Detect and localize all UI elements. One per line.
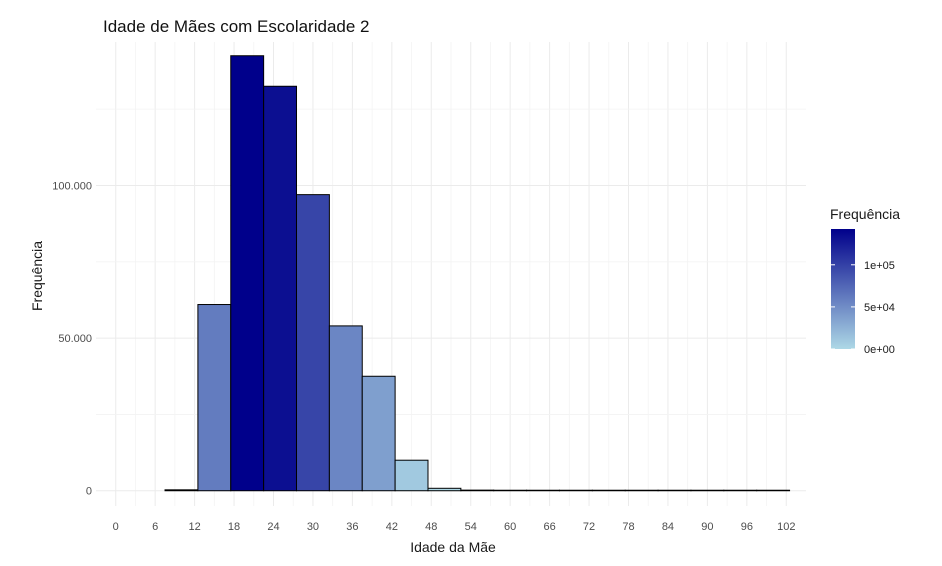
x-tick-label: 48: [425, 521, 437, 533]
x-tick-label: 54: [465, 521, 477, 533]
x-tick-label: 6: [152, 521, 158, 533]
x-tick-label: 24: [267, 521, 279, 533]
x-tick-label: 60: [504, 521, 516, 533]
histogram-bar: [263, 85, 298, 492]
x-tick-label: 72: [583, 521, 595, 533]
x-tick-label: 78: [622, 521, 634, 533]
x-tick-label: 96: [741, 521, 753, 533]
histogram-bar: [197, 304, 232, 492]
histogram-bar: [591, 489, 626, 492]
histogram-bar: [164, 489, 199, 492]
histogram-bar: [690, 489, 725, 492]
histogram-bar: [296, 194, 330, 492]
legend-title: Frequência: [830, 206, 900, 222]
x-tick-label: 66: [543, 521, 555, 533]
x-axis-title: Idade da Mãe: [410, 539, 496, 555]
y-tick-label: 50.000: [58, 333, 92, 345]
x-tick-label: 30: [307, 521, 319, 533]
x-tick-label: 0: [113, 521, 119, 533]
x-axis-tick-labels: 0 6 12 18 24 30 36 42 48 54 60 66 72 78 84 90 96 102: [113, 521, 796, 533]
histogram-bar: [328, 325, 363, 492]
histogram-bar: [361, 375, 396, 492]
chart-title: Idade de Mães com Escolaridade 2: [103, 17, 370, 36]
histogram-bar: [460, 489, 495, 492]
legend-label: 5e+04: [864, 302, 895, 314]
color-legend: Frequência 1e+05 5e+04 0e+00: [830, 206, 900, 356]
x-tick-label: 12: [188, 521, 200, 533]
histogram-bar: [624, 489, 659, 492]
x-tick-label: 84: [662, 521, 674, 533]
legend-color-bar: [831, 229, 855, 349]
histogram-bars: [164, 55, 791, 492]
legend-label: 0e+00: [864, 344, 895, 356]
x-tick-label: 18: [228, 521, 240, 533]
x-tick-label: 90: [701, 521, 713, 533]
legend-labels: 1e+05 5e+04 0e+00: [831, 260, 895, 356]
y-tick-label: 100.000: [52, 180, 92, 192]
histogram-bar: [526, 489, 560, 492]
histogram-bar: [723, 489, 758, 492]
legend-label: 1e+05: [864, 260, 895, 272]
y-tick-label: 0: [86, 486, 92, 498]
histogram-bar: [558, 489, 593, 492]
x-tick-label: 36: [346, 521, 358, 533]
histogram-bar: [427, 487, 462, 492]
histogram-bar: [657, 489, 692, 492]
x-tick-label: 42: [386, 521, 398, 533]
histogram-bar: [394, 459, 429, 492]
y-axis-title: Frequência: [29, 241, 45, 311]
x-tick-label: 102: [777, 521, 795, 533]
histogram-bar: [493, 489, 528, 492]
y-axis-tick-labels: 0 50.000 100.000: [52, 180, 92, 497]
histogram-bar: [230, 55, 265, 492]
histogram-bar: [756, 489, 791, 492]
